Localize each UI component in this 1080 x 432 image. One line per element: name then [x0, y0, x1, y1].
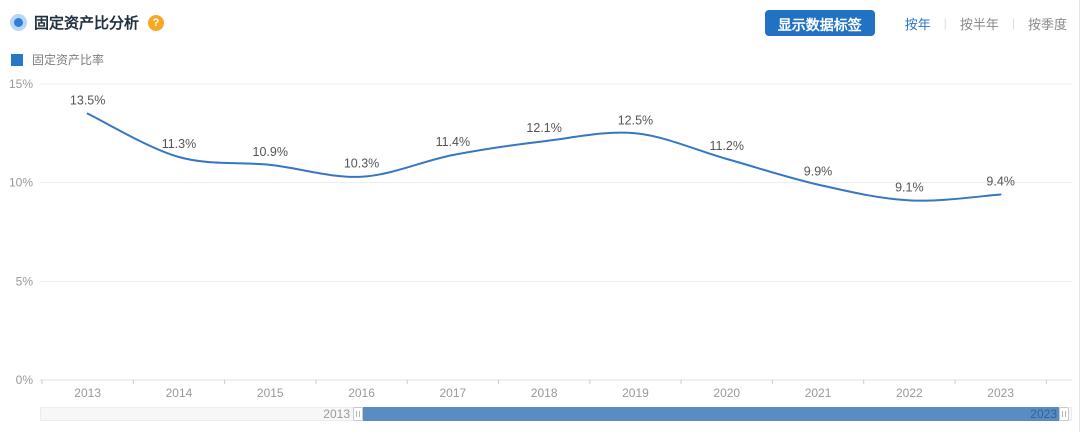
data-point-label: 9.4% [986, 175, 1015, 189]
bullet-dot-icon [14, 18, 23, 27]
data-point-label: 11.2% [709, 139, 744, 153]
datazoom-end-label: 2023 [1030, 407, 1057, 421]
data-point-label: 9.1% [895, 180, 924, 194]
tab-divider: | [1011, 16, 1015, 30]
x-axis-tick-label: 2022 [896, 386, 923, 400]
show-data-labels-button[interactable]: 显示数据标签 [764, 10, 875, 36]
panel-header: 固定资产比分析 ? [10, 12, 165, 33]
datazoom-slider[interactable]: 2013 2023 [40, 407, 1072, 421]
period-tabs: 按年 | 按半年 | 按季度 [905, 14, 1067, 33]
page-title: 固定资产比分析 [34, 15, 140, 32]
data-point-label: 10.9% [253, 145, 288, 159]
x-axis-tick-label: 2016 [348, 386, 375, 400]
chart-controls: 显示数据标签 按年 | 按半年 | 按季度 [764, 10, 1067, 36]
datazoom-window[interactable]: 2023 [363, 407, 1059, 421]
legend-item-fixed-asset-ratio[interactable]: 固定资产比率 [11, 51, 104, 68]
tab-divider: | [943, 16, 947, 30]
datazoom-start-label: 2013 [323, 407, 350, 421]
x-axis-tick-label: 2018 [531, 386, 558, 400]
x-axis-tick-label: 2013 [74, 386, 101, 400]
x-axis-tick-label: 2023 [987, 386, 1014, 400]
x-axis-tick-label: 2017 [439, 386, 466, 400]
tab-by-year[interactable]: 按年 [904, 16, 931, 32]
tab-by-half-year[interactable]: 按半年 [959, 16, 999, 32]
y-axis-tick-label: 5% [16, 274, 34, 288]
y-axis-tick-label: 15% [9, 77, 33, 91]
help-icon[interactable]: ? [148, 14, 165, 31]
data-point-label: 9.9% [804, 165, 833, 179]
datazoom-left-handle[interactable] [353, 407, 363, 421]
x-axis-tick-label: 2020 [713, 386, 740, 400]
x-axis-tick-label: 2015 [257, 386, 284, 400]
series-line-fixed-asset-ratio[interactable] [86, 112, 1002, 202]
data-point-label: 10.3% [344, 157, 379, 171]
y-axis-tick-label: 0% [16, 373, 34, 387]
line-chart[interactable]: 0% 5% 10% 15% 2013 2014 2015 2016 2017 2018 2019 20… [0, 0, 1080, 404]
handle-grip-icon [1062, 411, 1066, 417]
data-point-label: 11.3% [162, 137, 197, 151]
x-axis-tick-label: 2021 [805, 386, 832, 400]
data-point-label: 11.4% [436, 135, 471, 149]
tab-by-quarter[interactable]: 按季度 [1027, 16, 1067, 32]
data-point-label: 12.5% [618, 113, 653, 127]
x-axis-tick-label: 2019 [622, 386, 649, 400]
legend-label: 固定资产比率 [32, 53, 105, 67]
y-axis-tick-label: 10% [9, 176, 33, 190]
x-axis-tick-label: 2014 [166, 386, 193, 400]
data-point-label: 12.1% [526, 121, 561, 135]
datazoom-right-handle[interactable] [1059, 407, 1069, 421]
legend-swatch-icon [11, 53, 23, 66]
data-point-label: 13.5% [70, 94, 105, 108]
handle-grip-icon [356, 411, 360, 417]
